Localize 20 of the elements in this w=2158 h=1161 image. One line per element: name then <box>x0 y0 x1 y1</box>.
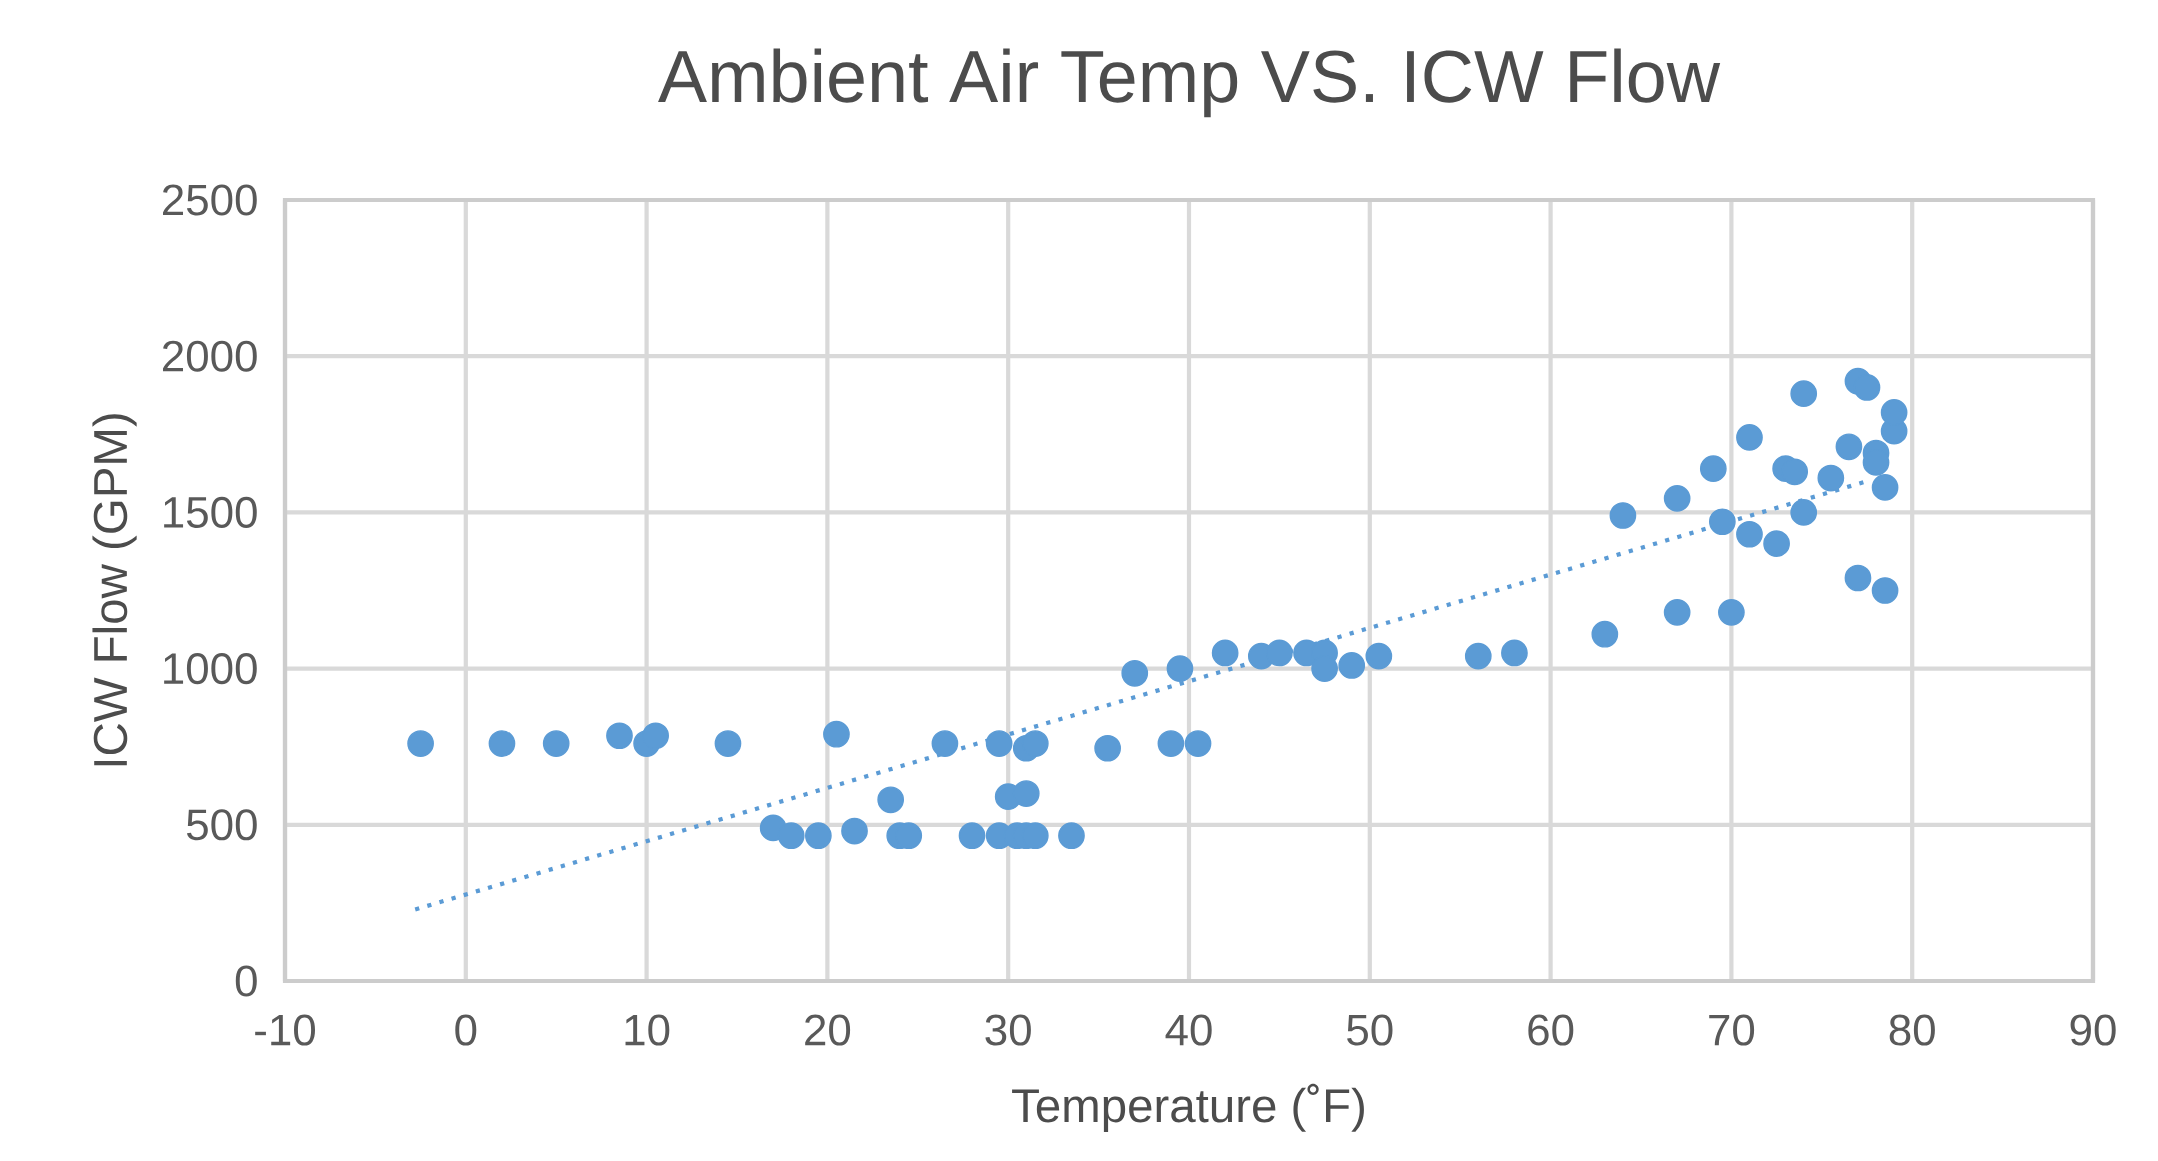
x-tick-label: 60 <box>1528 1014 1574 1046</box>
x-tick-label: 70 <box>1709 1014 1755 1046</box>
x-tick-label: 50 <box>1347 1014 1393 1046</box>
y-tick-label: 2000 <box>163 340 257 372</box>
x-tick-label: 90 <box>2070 1014 2116 1046</box>
y-tick-label: 1500 <box>164 496 257 528</box>
y-axis-title: ICW Flow (GPM) <box>92 414 137 766</box>
y-tick-label: 500 <box>186 809 257 841</box>
x-tick-label: 0 <box>455 1014 477 1046</box>
x-axis-title: Temperature (˚F) <box>1012 1083 1364 1132</box>
y-tick-label: 0 <box>235 965 257 997</box>
x-tick-label: -10 <box>255 1014 316 1046</box>
chart-title: Ambient Air Temp VS. ICW Flow <box>658 48 1721 118</box>
x-tick-label: 30 <box>985 1014 1031 1046</box>
y-tick-label: 1000 <box>164 653 257 685</box>
x-tick-label: 80 <box>1889 1014 1935 1046</box>
x-tick-label: 40 <box>1165 1014 1212 1046</box>
y-tick-label: 2500 <box>163 184 257 216</box>
x-tick-label: 20 <box>805 1014 851 1046</box>
x-tick-label: 10 <box>625 1014 670 1046</box>
